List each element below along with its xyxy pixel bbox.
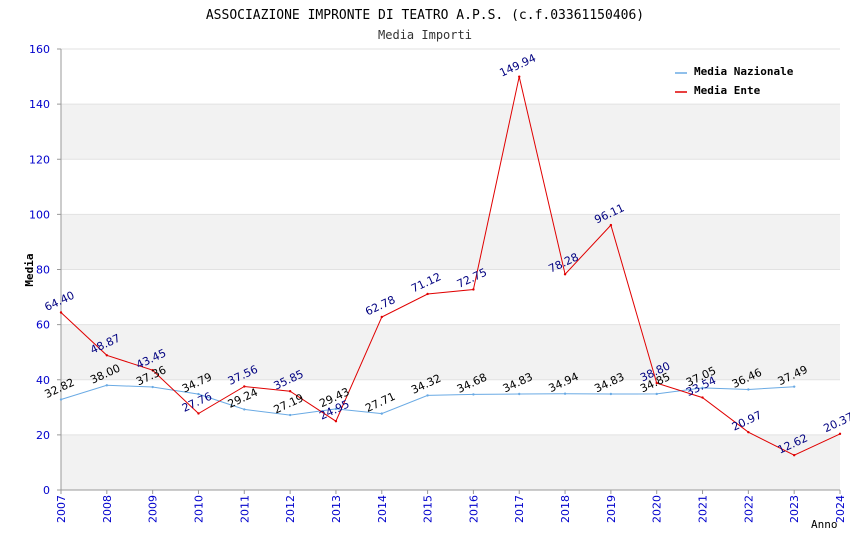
x-tick-label: 2022 (742, 495, 755, 523)
data-point-media-ente (609, 223, 613, 227)
y-tick-label: 140 (29, 98, 50, 111)
x-tick-label: 2021 (697, 495, 710, 523)
y-axis-label: Media (23, 253, 36, 286)
data-point-media-ente (334, 420, 338, 423)
data-point-media-ente (380, 315, 383, 319)
x-tick-label: 2009 (147, 495, 160, 523)
data-point-media-ente (426, 292, 429, 296)
x-tick-label: 2015 (422, 495, 435, 523)
data-point-media-ente (518, 75, 521, 78)
plot-background-bands (61, 49, 840, 490)
data-point-media-nazionale (380, 412, 383, 415)
plot-band (61, 379, 840, 435)
data-point-media-nazionale (655, 392, 658, 396)
y-tick-label: 80 (36, 264, 50, 277)
legend-label-media-nazionale: Media Nazionale (694, 65, 794, 78)
data-point-media-nazionale (472, 393, 475, 396)
plot-band (61, 159, 840, 215)
data-point-media-nazionale (105, 384, 109, 387)
legend-label-media-ente: Media Ente (694, 84, 761, 97)
series-lines (59, 75, 842, 457)
data-point-media-nazionale (288, 413, 292, 417)
data-point-media-ente (105, 354, 109, 357)
y-tick-label: 40 (36, 374, 50, 387)
x-tick-label: 2024 (834, 495, 847, 523)
data-point-media-nazionale (334, 407, 338, 411)
legend-box (670, 60, 809, 101)
x-tick-label: 2016 (467, 495, 480, 523)
x-tick-label: 2012 (284, 495, 297, 523)
plot-band (61, 104, 840, 160)
x-tick-labels: 2007 2008 2009 2010 2011 2012 2013 2014 2015 2016… (55, 490, 847, 523)
data-point-media-ente (792, 454, 796, 457)
data-point-media-ente (655, 381, 658, 385)
series-line-media-ente (60, 76, 841, 456)
data-point-media-ente (243, 385, 246, 388)
y-tick-label: 160 (29, 43, 50, 56)
data-point-media-nazionale (59, 398, 63, 401)
data-point-media-nazionale (747, 388, 750, 391)
chart-subtitle: Media Importi (378, 28, 472, 42)
x-tick-label: 2019 (605, 495, 618, 523)
x-tick-label: 2014 (376, 495, 389, 523)
data-point-media-nazionale (609, 392, 613, 396)
y-tick-label: 100 (29, 208, 50, 221)
x-tick-label: 2007 (55, 495, 68, 523)
x-tick-label: 2018 (559, 495, 572, 523)
y-tick-label: 20 (36, 429, 50, 442)
x-tick-label: 2017 (513, 495, 526, 523)
data-point-media-ente (701, 396, 704, 399)
data-point-media-ente (197, 412, 200, 415)
data-point-media-ente (563, 273, 567, 276)
data-point-media-ente (747, 431, 750, 434)
x-tick-label: 2013 (330, 495, 343, 523)
data-point-media-nazionale (197, 392, 200, 396)
data-point-media-nazionale (518, 392, 521, 396)
data-point-media-nazionale (792, 385, 796, 388)
plot-band (61, 269, 840, 325)
data-point-media-ente (838, 432, 842, 436)
y-tick-label: 0 (43, 484, 50, 497)
x-tick-label: 2008 (101, 495, 114, 523)
data-point-media-nazionale (243, 408, 246, 411)
y-tick-label: 120 (29, 153, 50, 166)
chart-title: ASSOCIAZIONE IMPRONTE DI TEATRO A.P.S. (… (206, 8, 644, 23)
data-point-media-ente (472, 288, 475, 291)
x-tick-label: 2011 (238, 495, 251, 523)
x-tick-label: 2010 (192, 495, 205, 523)
plot-band (61, 324, 840, 380)
data-point-media-nazionale (563, 392, 567, 395)
x-axis-label: Anno (811, 518, 838, 531)
y-tick-labels: 0 20 40 60 80 100 120 140 160 (29, 43, 61, 497)
x-tick-label: 2020 (651, 495, 664, 523)
plot-band (61, 434, 840, 490)
data-point-media-ente (288, 389, 292, 393)
y-tick-label: 60 (36, 319, 50, 332)
legend: Media Nazionale Media Ente (670, 60, 809, 101)
data-point-media-nazionale (426, 394, 429, 397)
plot-band (61, 214, 840, 270)
data-point-media-nazionale (151, 385, 154, 389)
data-point-media-nazionale (701, 386, 704, 390)
data-point-media-ente (151, 369, 154, 372)
data-point-media-ente (59, 311, 63, 314)
x-tick-label: 2023 (788, 495, 801, 523)
